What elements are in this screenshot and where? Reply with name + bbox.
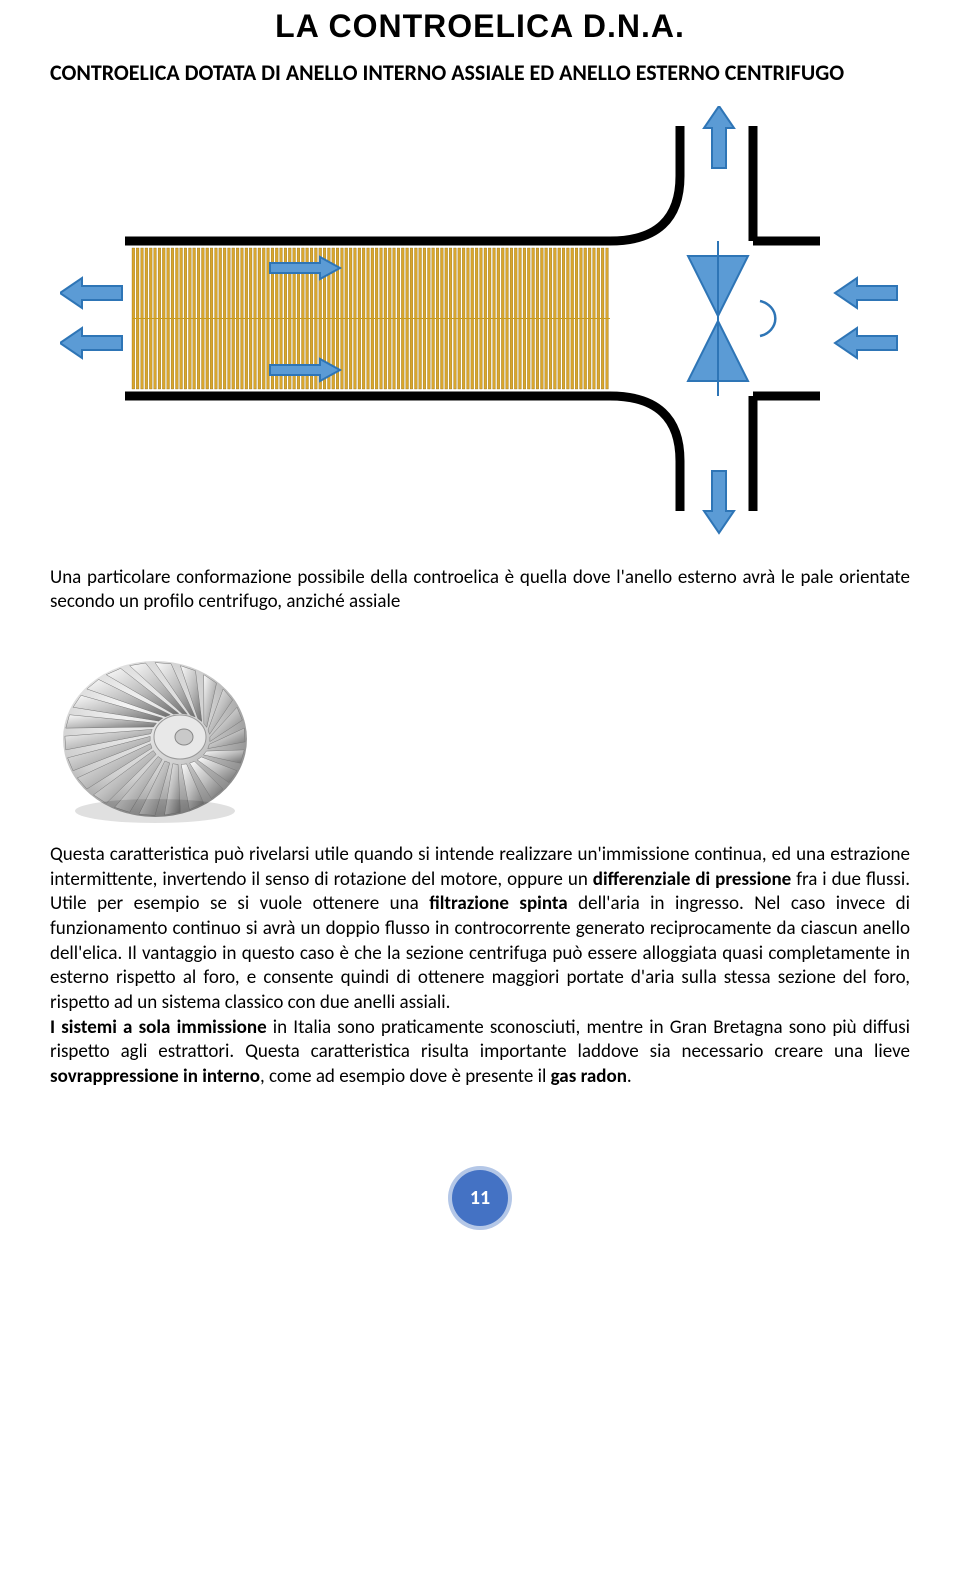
body-span: .	[627, 1065, 632, 1088]
bold-differenziale: differenziale di pressione	[593, 868, 792, 891]
page-title: LA CONTROELICA D.N.A.	[50, 8, 910, 45]
intro-paragraph: Una particolare conformazione possibile …	[50, 566, 910, 615]
bold-filtrazione: filtrazione spinta	[429, 892, 567, 915]
airflow-diagram	[60, 106, 900, 536]
bold-sovrappressione: sovrappressione in interno	[50, 1065, 260, 1088]
body-paragraph: Questa caratteristica può rivelarsi util…	[50, 843, 910, 1090]
subtitle: CONTROELICA DOTATA DI ANELLO INTERNO ASS…	[50, 59, 910, 88]
body-span: , come ad esempio dove è presente il	[260, 1065, 551, 1088]
bold-radon: gas radon	[551, 1065, 627, 1088]
bold-sistemi: I sistemi a sola immissione	[50, 1016, 267, 1039]
centrifugal-impeller-image	[50, 629, 260, 829]
page-number-badge: 11	[452, 1170, 508, 1226]
